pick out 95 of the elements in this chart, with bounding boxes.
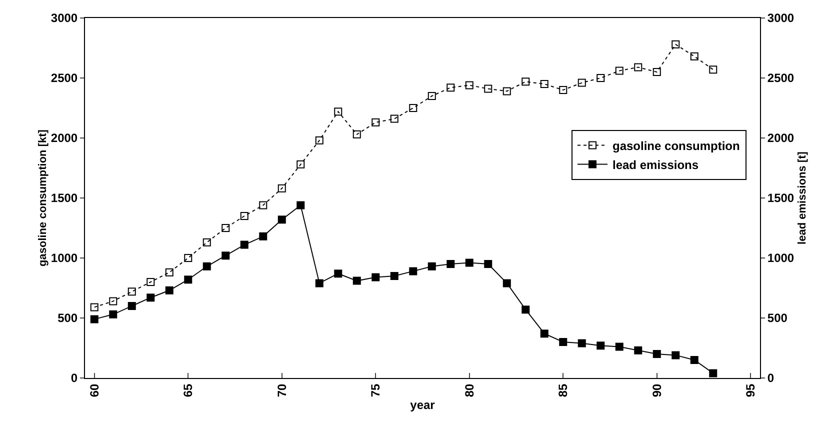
point [259,201,268,210]
point [559,338,568,346]
point [278,216,286,224]
point [634,346,642,354]
point [202,262,211,270]
point [502,279,511,288]
y2-tick-label: 1500 [767,191,794,206]
x-tick-label: 75 [368,383,383,398]
point [446,84,455,92]
point [465,258,474,267]
point [709,66,718,74]
y2-axis-title: lead emissions [t] [796,151,808,244]
point [578,78,586,87]
point [259,232,268,240]
point [109,297,118,306]
legend-label: lead emissions [612,158,699,172]
point [596,74,605,82]
y2-tick-label: 2000 [767,131,794,146]
point [522,78,530,86]
point [222,224,230,232]
point [390,114,398,123]
x-tick-label: 65 [181,383,196,398]
point [222,252,230,260]
point [334,270,342,278]
point [559,86,568,94]
point [709,369,718,378]
point [615,66,624,75]
point [578,339,586,348]
point [690,52,698,60]
point [428,262,436,270]
point [522,306,530,314]
point [184,254,192,262]
point [315,136,324,144]
point [615,342,624,351]
point [634,63,642,72]
point [128,302,136,310]
point [278,184,286,192]
point [90,303,98,312]
point [484,84,492,93]
x-tick-label: 80 [462,383,476,398]
point [202,238,211,246]
y-tick-label: 2000 [50,131,78,146]
point [390,272,398,280]
y-tick-label: 3000 [50,11,78,26]
point [240,212,248,220]
y-tick-label: 2500 [50,71,78,86]
x-axis-title: year [410,398,436,412]
point [165,268,174,276]
y-tick-label: 1500 [50,191,78,206]
point [296,201,305,210]
point [409,267,418,276]
point [90,315,98,324]
point [184,276,192,284]
point [352,276,361,285]
point [372,118,380,126]
point [352,130,361,138]
legend-label: gasoline consumption [612,138,740,153]
y2-tick-label: 3000 [767,11,794,26]
y2-tick-label: 0 [767,371,774,386]
point [652,350,661,358]
point [428,92,436,100]
point [596,342,605,350]
point [165,286,174,294]
point [128,288,136,296]
point [465,81,474,90]
point [502,87,511,96]
y2-tick-label: 2500 [767,71,794,86]
y-axis-title: gasoline consumption [kt] [36,129,49,266]
point [672,351,680,360]
point [672,40,680,48]
point [540,330,548,338]
point [372,273,380,282]
point [315,279,324,288]
y-tick-label: 1000 [50,251,78,266]
point [484,260,492,268]
y2-tick-label: 1000 [767,251,794,266]
x-tick-label: 95 [744,383,758,398]
point [240,240,248,249]
point [296,160,305,168]
x-tick-label: 85 [556,383,570,398]
x-tick-label: 90 [650,383,664,398]
point [652,68,661,76]
point [146,294,155,302]
point [690,356,698,364]
point [334,108,342,116]
point [540,80,548,88]
y-tick-label: 500 [58,311,78,326]
y-tick-label: 0 [70,371,78,386]
point [109,310,118,318]
point [409,104,418,112]
y2-tick-label: 500 [767,311,788,326]
point [446,260,455,268]
x-tick-label: 70 [274,383,289,398]
x-tick-label: 60 [87,383,102,398]
point [146,278,155,286]
